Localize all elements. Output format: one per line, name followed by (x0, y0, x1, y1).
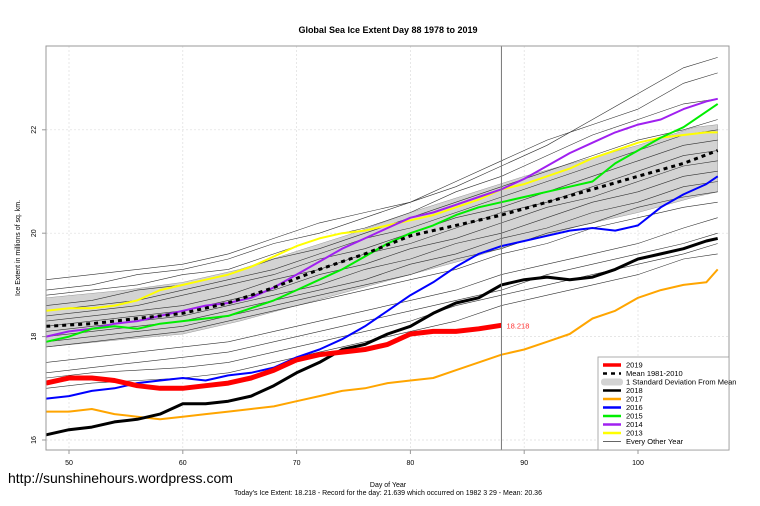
legend-label: 2013 (626, 429, 643, 438)
series-line-2017 (46, 268, 719, 421)
x-axis-label: Day of Year (370, 482, 407, 489)
other-year-line (46, 150, 718, 322)
other-year-line (46, 129, 718, 312)
y-tick-label: 18 (31, 333, 38, 341)
x-axis-ticks: 50 60 70 80 90 100 (65, 450, 644, 467)
current-value-label: 18.218 (506, 321, 529, 330)
other-year-line (46, 217, 718, 363)
other-year-line (46, 201, 718, 348)
other-year-line (46, 139, 718, 317)
x-tick-label: 60 (179, 460, 187, 467)
legend-label: 2014 (626, 420, 643, 429)
x-tick-label: 70 (293, 460, 301, 467)
series-line-2016 (46, 175, 719, 400)
other-year-line (46, 232, 718, 374)
legend-label: 2019 (626, 361, 643, 370)
legend-label: 1 Standard Deviation From Mean (626, 378, 736, 387)
legend-label: 2017 (626, 395, 643, 404)
other-year-line (46, 72, 718, 291)
x-tick-label: 100 (632, 460, 644, 467)
legend-label: 2016 (626, 403, 643, 412)
x-tick-label: 80 (407, 460, 415, 467)
legend-swatch (601, 378, 623, 386)
other-year-line (46, 191, 718, 343)
series-line-mean-1981-2010 (46, 149, 719, 328)
y-axis-label: Ice Extent in millions of sq. km. (15, 200, 22, 296)
y-tick-label: 16 (31, 436, 38, 444)
other-year-line (46, 170, 718, 332)
other-year-line (46, 57, 718, 280)
chart-title: Global Sea Ice Extent Day 88 1978 to 201… (298, 25, 477, 35)
x-tick-label: 50 (65, 460, 73, 467)
y-axis-ticks: 16 18 20 22 (31, 126, 46, 444)
chart-subtitle: Today's Ice Extent: 18.218 - Record for … (234, 490, 542, 497)
x-tick-label: 90 (520, 460, 528, 467)
series-line-2018 (45, 236, 719, 437)
other-year-line (46, 253, 718, 389)
series-line-2019 (45, 322, 502, 391)
series-line-2013 (46, 131, 718, 312)
watermark: http://sunshinehours.wordpress.com (8, 470, 233, 486)
legend-label: 2018 (626, 386, 643, 395)
highlighted-years-lines (45, 97, 719, 437)
legend-label: 2015 (626, 412, 643, 421)
plot-frame (45, 45, 730, 451)
other-year-line (46, 160, 718, 327)
other-year-line (46, 98, 718, 296)
legend-label: Every Other Year (626, 437, 684, 446)
y-tick-label: 22 (31, 126, 38, 134)
legend-label: Mean 1981-2010 (626, 369, 683, 378)
y-tick-label: 20 (31, 229, 38, 237)
